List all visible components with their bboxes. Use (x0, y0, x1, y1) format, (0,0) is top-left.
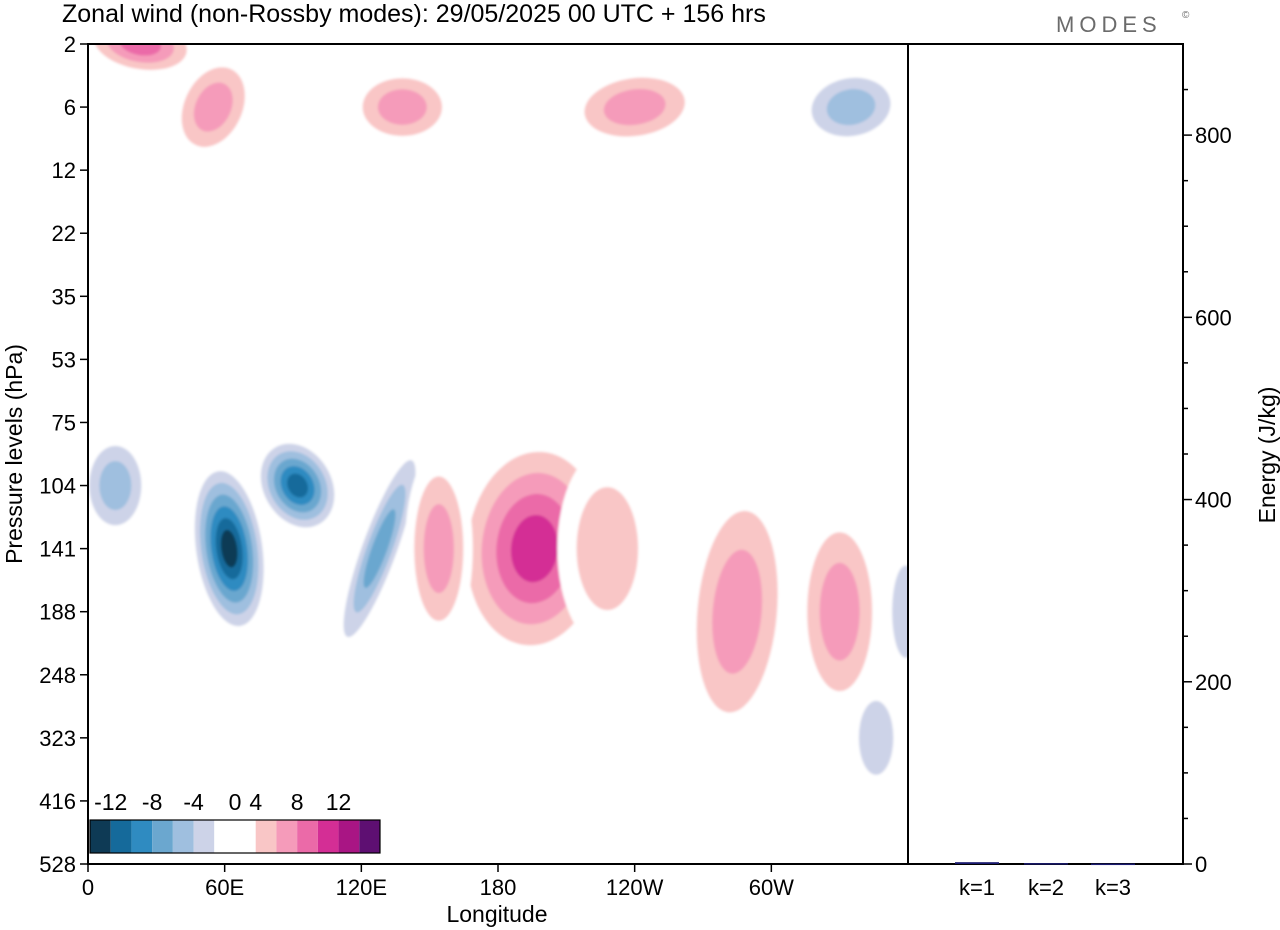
colorbar-swatch (255, 820, 277, 853)
y-tick-label: 104 (39, 474, 76, 499)
wind-anomaly-positive-13 (347, 67, 458, 148)
energy-tick-label: 400 (1195, 488, 1232, 513)
y-tick-label: 2 (64, 32, 76, 57)
colorbar-swatch (131, 820, 153, 853)
y-tick-label: 248 (39, 663, 76, 688)
wind-anomaly-positive-9 (404, 448, 473, 649)
colorbar-swatch (276, 820, 298, 853)
wind-anomaly-positive-10 (557, 448, 658, 649)
colorbar-label: 8 (291, 789, 304, 815)
y-tick-label: 75 (52, 410, 76, 435)
energy-category-label: k=1 (959, 875, 995, 900)
wind-anomaly-negative-5 (883, 536, 908, 687)
wind-anomaly-positive-8 (794, 501, 885, 722)
y-tick-label: 22 (52, 221, 76, 246)
colorbar-frame (89, 819, 381, 854)
wind-anomaly-negative-1 (254, 436, 341, 535)
x-tick-label: 120E (336, 875, 387, 900)
y-tick-label: 12 (52, 158, 76, 183)
energy-tick-label: 600 (1195, 305, 1232, 330)
x-tick-label: 60W (749, 875, 794, 900)
heatmap-field (88, 44, 908, 864)
energy-tick-label: 800 (1195, 123, 1232, 148)
y-tick-label: 141 (39, 537, 76, 562)
colorbar-swatch (214, 820, 235, 853)
modes-logo: MODES (1056, 12, 1162, 37)
wind-anomaly-positive-7 (681, 472, 794, 752)
y-tick-label: 6 (64, 95, 76, 120)
y-tick-label: 188 (39, 600, 76, 625)
x-tick-label: 0 (82, 875, 94, 900)
colorbar-swatch (359, 820, 380, 853)
colorbar-swatch (110, 820, 132, 853)
y-tick-label: 53 (52, 347, 76, 372)
wind-anomaly-negative-2 (333, 435, 426, 662)
wind-anomaly-negative-4 (848, 677, 905, 798)
colorbar-swatch (297, 820, 318, 853)
energy-axis-label: Energy (J/kg) (1254, 387, 1280, 524)
colorbar-swatch (152, 820, 173, 853)
colorbar-label: -4 (183, 789, 204, 815)
colorbar-label: 0 (229, 789, 242, 815)
colorbar-swatch (235, 820, 256, 853)
x-tick-label: 180 (480, 875, 517, 900)
y-tick-label: 35 (52, 284, 76, 309)
chart-title: Zonal wind (non-Rossby modes): 29/05/202… (62, 0, 766, 28)
x-axis-label: Longitude (446, 901, 547, 927)
colorbar-label: 4 (249, 789, 262, 815)
y-tick-label: 323 (39, 726, 76, 751)
energy-tick-label: 200 (1195, 670, 1232, 695)
wind-anomaly-positive-14 (565, 66, 705, 148)
wind-anomaly-negative-3 (88, 430, 152, 541)
energy-category-label: k=2 (1028, 875, 1064, 900)
logo-mark: © (1182, 10, 1190, 21)
wind-anomaly-negative-15 (796, 66, 906, 148)
y-tick-label: 528 (39, 852, 76, 877)
colorbar-swatch (90, 820, 111, 853)
energy-tick-label: 0 (1195, 852, 1207, 877)
energy-panel-frame (907, 43, 1184, 865)
x-tick-label: 120W (606, 875, 664, 900)
colorbar-label: -12 (94, 789, 127, 815)
colorbar-label: 12 (326, 789, 352, 815)
colorbar-swatch (317, 820, 339, 853)
y-tick-label: 416 (39, 789, 76, 814)
colorbar-swatch (172, 820, 194, 853)
x-tick-label: 60E (205, 875, 244, 900)
colorbar-swatch (193, 820, 215, 853)
energy-bar-k=2 (1024, 863, 1068, 865)
y-axis-label: Pressure levels (hPa) (1, 344, 27, 564)
wind-anomaly-positive-12 (169, 51, 258, 163)
colorbar-label: -8 (142, 789, 162, 815)
energy-bar-k=3 (1091, 863, 1135, 866)
colorbar: -12 -8 -4 0 4 8 12 (89, 789, 381, 854)
energy-category-label: k=3 (1095, 875, 1131, 900)
colorbar-swatch (338, 820, 360, 853)
wind-anomaly-negative-0 (189, 459, 269, 638)
energy-bar-k=1 (955, 862, 999, 864)
